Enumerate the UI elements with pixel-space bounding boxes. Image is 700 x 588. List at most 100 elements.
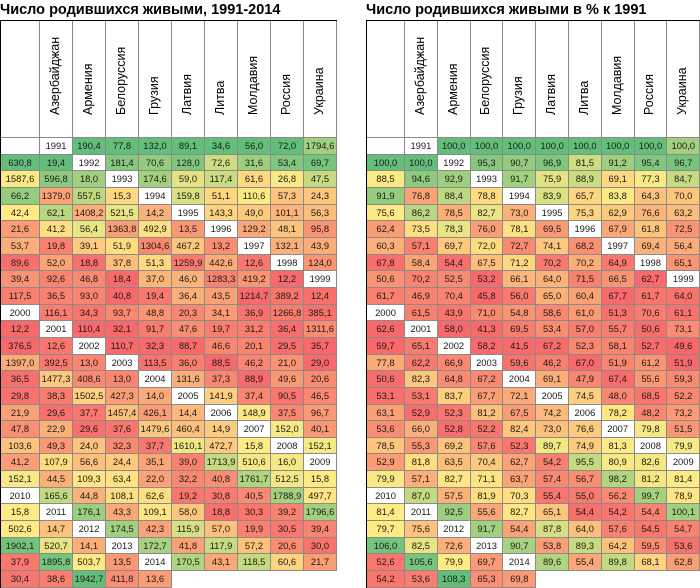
year-cell: 1994 — [139, 187, 172, 205]
value-cell: 1397,0 — [1, 354, 40, 372]
value-cell: 411,8 — [106, 570, 139, 588]
value-cell: 20,1 — [238, 337, 271, 355]
table-corner — [367, 21, 405, 138]
births-table-title: Число родившихся живыми, 1991-2014 — [0, 2, 281, 18]
value-cell: 64,0 — [667, 287, 700, 305]
value-cell: 43,1 — [205, 554, 238, 571]
value-cell: 29,5 — [271, 337, 304, 355]
value-cell: 521,5 — [106, 204, 139, 222]
column-header: Эстония — [1, 138, 40, 155]
year-cell: 2013 — [470, 537, 504, 555]
value-cell: 40,8 — [205, 471, 238, 488]
value-cell: 159,8 — [172, 187, 205, 205]
value-cell: 79,7 — [367, 521, 405, 538]
value-cell: 53,7 — [1, 237, 40, 255]
value-cell: 61,1 — [667, 304, 700, 322]
value-cell: 60,3 — [367, 237, 405, 255]
year-cell: 1998 — [634, 254, 668, 272]
value-cell: 54,4 — [503, 521, 537, 538]
value-cell: 55,0 — [568, 487, 602, 505]
value-cell: 39,1 — [73, 237, 106, 255]
value-cell: 13,6 — [139, 570, 172, 588]
column-header: Эстония — [367, 138, 405, 155]
year-cell: 1993 — [106, 171, 139, 188]
value-cell: 1214,7 — [238, 287, 271, 305]
value-cell: 100,0 — [405, 154, 438, 172]
value-cell: 75,6 — [367, 204, 405, 222]
value-cell: 73,1 — [667, 321, 700, 338]
value-cell: 100,0 — [634, 138, 668, 155]
value-cell: 44,5 — [40, 471, 73, 488]
value-cell: 22,0 — [139, 471, 172, 488]
column-header: Россия — [634, 21, 668, 138]
value-cell: 64,2 — [601, 537, 635, 555]
value-cell: 89,3 — [568, 537, 602, 555]
value-cell: 376,5 — [1, 337, 40, 355]
year-cell: 2006 — [205, 404, 238, 422]
value-cell: 57,3 — [271, 187, 304, 205]
value-cell: 83,9 — [536, 187, 569, 205]
value-cell: 49,6 — [271, 371, 304, 388]
value-cell: 90,7 — [503, 154, 537, 172]
value-cell: 67,4 — [601, 371, 635, 388]
value-cell: 61,5 — [405, 304, 438, 322]
value-cell: 113,5 — [139, 354, 172, 372]
value-cell: 84,7 — [667, 171, 700, 188]
value-cell: 18,8 — [205, 504, 238, 522]
column-header-label: Латвия — [544, 74, 559, 116]
value-cell: 70,2 — [536, 254, 569, 272]
year-cell: 2005 — [172, 387, 205, 405]
value-cell: 1266,8 — [271, 304, 304, 322]
value-cell: 67,7 — [470, 387, 504, 405]
year-cell: 2013 — [106, 537, 139, 555]
value-cell: 67,2 — [470, 371, 504, 388]
value-cell: 117,9 — [205, 537, 238, 555]
value-cell: 152,1 — [304, 437, 337, 455]
value-cell: 95,4 — [634, 154, 668, 172]
value-cell: 497,7 — [304, 487, 337, 505]
value-cell: 174,5 — [106, 521, 139, 538]
column-header-label: Армения — [445, 63, 460, 116]
value-cell: 16,0 — [271, 454, 304, 472]
value-cell: 103,6 — [1, 437, 40, 455]
column-header: Грузия — [503, 21, 537, 138]
value-cell: 71,5 — [568, 271, 602, 288]
value-cell: 128,0 — [172, 154, 205, 172]
value-cell: 78,9 — [667, 487, 700, 505]
value-cell: 82,5 — [405, 537, 438, 555]
value-cell: 62,2 — [405, 354, 438, 372]
value-cell: 408,6 — [73, 371, 106, 388]
value-cell: 392,5 — [40, 354, 73, 372]
value-cell: 52,9 — [367, 454, 405, 472]
value-cell: 1283,3 — [205, 271, 238, 288]
value-cell: 66,0 — [405, 421, 438, 438]
value-cell: 53,8 — [536, 537, 569, 555]
value-cell: 64,0 — [568, 521, 602, 538]
year-cell: 2007 — [238, 421, 271, 438]
value-cell: 82,3 — [405, 371, 438, 388]
column-header-label: Литва — [213, 81, 228, 116]
value-cell: 82,7 — [470, 204, 504, 222]
value-cell: 1788,9 — [271, 487, 304, 505]
value-cell: 49,6 — [667, 337, 700, 355]
year-cell: 2000 — [1, 304, 40, 322]
value-cell: 52,7 — [634, 337, 668, 355]
year-cell: 1995 — [172, 204, 205, 222]
year-cell: 2005 — [536, 387, 569, 405]
value-cell: 21,6 — [1, 221, 40, 238]
value-cell: 46,2 — [536, 354, 569, 372]
column-header-label: Молдавия — [609, 56, 624, 116]
value-cell: 62,1 — [40, 204, 73, 222]
value-cell: 69,4 — [634, 237, 668, 255]
value-cell: 34,6 — [205, 138, 238, 155]
value-cell: 18,8 — [73, 254, 106, 272]
value-cell: 91,7 — [503, 171, 537, 188]
value-cell: 503,7 — [73, 554, 106, 571]
value-cell: 71,0 — [470, 304, 504, 322]
value-cell: 41,3 — [470, 321, 504, 338]
value-cell: 110,4 — [73, 321, 106, 338]
value-cell: 1311,6 — [304, 321, 337, 338]
value-cell: 58,6 — [536, 304, 569, 322]
value-cell: 1796,6 — [304, 504, 337, 522]
value-cell: 13,0 — [73, 354, 106, 372]
